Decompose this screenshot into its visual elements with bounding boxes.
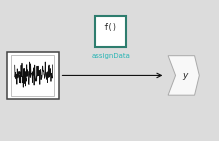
FancyBboxPatch shape xyxy=(7,52,59,99)
Text: f(): f() xyxy=(104,23,118,32)
FancyBboxPatch shape xyxy=(95,16,126,47)
Text: assignData: assignData xyxy=(91,53,130,59)
Text: y: y xyxy=(183,71,188,80)
Polygon shape xyxy=(168,56,199,95)
